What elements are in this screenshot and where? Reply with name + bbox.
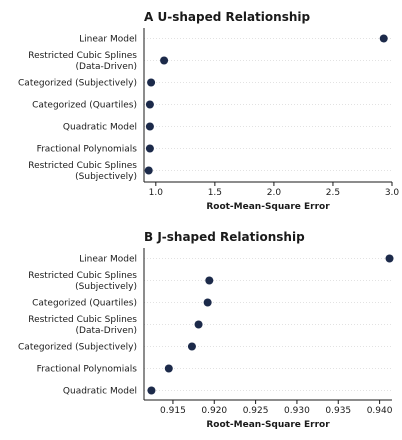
panel-a-point (145, 122, 154, 131)
panel-b-point (164, 364, 173, 373)
panel-b-x-tick-label: 0.925 (243, 406, 269, 416)
panel-a-category-label: Restricted Cubic Splines (Subjectively) (28, 161, 137, 182)
panel-b-x-tick-label: 0.915 (160, 406, 186, 416)
panel-a-x-tick-label: 1.0 (149, 188, 164, 198)
panel-b-category-label: Quadratic Model (63, 387, 137, 397)
panel-b-category-label: Linear Model (79, 255, 137, 265)
panel-a-x-tick-label: 2.5 (326, 188, 340, 198)
panel-a-point (160, 56, 169, 65)
panel-b-point (147, 386, 156, 395)
panel-a-point (145, 100, 154, 109)
panel-a-category-label: Linear Model (79, 35, 137, 45)
panel-a-category-label: Categorized (Subjectively) (18, 79, 137, 89)
panel-a-category-label: Fractional Polynomials (37, 145, 138, 155)
panel-b-point (203, 298, 212, 307)
panel-a-xlabel: Root-Mean-Square Error (206, 202, 330, 212)
panel-b-title: B J-shaped Relationship (144, 230, 305, 244)
panel-a-category-label: Restricted Cubic Splines (Data-Driven) (28, 51, 137, 72)
panel-a: Linear Model Restricted Cubic Splines (Dat… (18, 28, 399, 198)
panel-b-category-label: Fractional Polynomials (37, 365, 138, 375)
panel-a-x-tick-label: 2.0 (267, 188, 282, 198)
panel-b-point (194, 320, 203, 329)
panel-a-category-label: Categorized (Quartiles) (32, 101, 137, 111)
panel-b-category-label: Categorized (Quartiles) (32, 299, 137, 309)
panel-b-x-tick-label: 0.930 (284, 406, 310, 416)
panel-b-xlabel: Root-Mean-Square Error (206, 420, 330, 430)
panel-a-point (145, 144, 154, 153)
panel-b-x-tick-label: 0.940 (367, 406, 393, 416)
panel-b-point (205, 276, 214, 285)
panel-a-title: A U-shaped Relationship (144, 10, 310, 24)
panel-b-category-label: Restricted Cubic Splines (Subjectively) (28, 271, 137, 292)
panel-a-category-label: Quadratic Model (63, 123, 137, 133)
panel-b-category-label: Restricted Cubic Splines (Data-Driven) (28, 315, 137, 336)
panel-a-x-tick-label: 1.5 (208, 188, 222, 198)
panel-a-point (144, 166, 153, 175)
panel-a-point (379, 34, 388, 43)
panel-b-point (187, 342, 196, 351)
panel-b-x-tick-label: 0.920 (201, 406, 227, 416)
panel-b-point (385, 254, 394, 263)
panel-a-point (147, 78, 156, 87)
panel-b-category-label: Categorized (Subjectively) (18, 343, 137, 353)
panel-a-x-tick-label: 3.0 (385, 188, 400, 198)
panel-b-x-tick-label: 0.935 (325, 406, 351, 416)
panel-b: Linear Model Restricted Cubic Splines (Sub… (18, 248, 394, 416)
